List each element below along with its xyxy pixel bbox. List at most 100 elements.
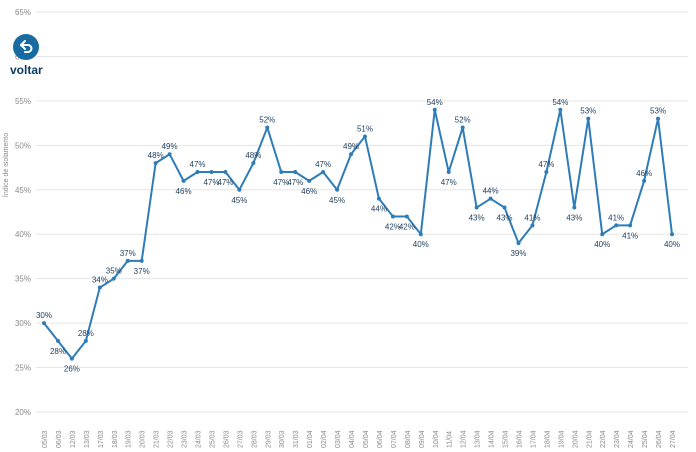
x-tick-label: 11/04 <box>447 431 454 448</box>
data-point <box>139 258 144 263</box>
x-tick-label: 03/04 <box>335 430 342 448</box>
point-label: 52% <box>259 116 275 125</box>
data-point <box>251 161 256 166</box>
data-point <box>362 134 367 139</box>
x-tick-label: 25/03 <box>209 430 216 448</box>
y-tick-label: 45% <box>15 186 31 195</box>
point-label: 47% <box>287 178 303 187</box>
point-label: 54% <box>427 98 443 107</box>
data-point <box>530 223 535 228</box>
y-axis-title: Índice de isolamento <box>1 133 10 197</box>
x-tick-label: 21/04 <box>586 430 593 448</box>
point-label: 37% <box>134 267 150 276</box>
x-tick-label: 30/03 <box>279 430 286 448</box>
x-tick-label: 23/04 <box>614 430 621 448</box>
data-point <box>125 258 130 263</box>
x-tick-label: 15/04 <box>503 430 510 448</box>
point-label: 45% <box>329 196 345 205</box>
point-label: 48% <box>245 151 261 160</box>
point-label: 47% <box>190 160 206 169</box>
x-tick-label: 26/04 <box>656 430 663 448</box>
point-label: 35% <box>106 267 122 276</box>
series-line <box>43 108 673 360</box>
data-point <box>376 196 381 201</box>
data-point <box>349 152 354 157</box>
point-label: 42% <box>399 222 415 231</box>
back-button-label: voltar <box>10 63 43 77</box>
point-label: 37% <box>120 249 136 258</box>
x-tick-label: 23/03 <box>182 430 189 448</box>
y-tick-label: 20% <box>15 408 31 417</box>
x-tick-label: 21/03 <box>154 430 161 448</box>
data-point <box>628 223 633 228</box>
data-point <box>167 152 172 157</box>
data-point <box>55 338 60 343</box>
data-point <box>390 214 395 219</box>
undo-arrow-icon <box>13 34 40 60</box>
x-tick-label: 18/04 <box>544 430 551 448</box>
x-tick-label: 06/03 <box>56 430 63 448</box>
x-tick-label: 19/04 <box>558 430 565 448</box>
point-label: 47% <box>273 178 289 187</box>
point-label: 41% <box>608 213 624 222</box>
x-tick-label: 22/03 <box>168 430 175 448</box>
point-label: 53% <box>580 107 596 116</box>
point-label: 47% <box>217 178 233 187</box>
data-point <box>404 214 409 219</box>
y-tick-label: 55% <box>15 97 31 106</box>
data-point <box>307 178 312 183</box>
x-tick-label: 27/03 <box>237 430 244 448</box>
x-tick-label: 19/03 <box>126 430 133 448</box>
y-tick-label: 30% <box>15 319 31 328</box>
point-label: 42% <box>385 222 401 231</box>
x-tick-label: 16/04 <box>516 430 523 448</box>
point-label: 49% <box>162 142 178 151</box>
data-point <box>572 205 577 210</box>
x-tick-label: 05/04 <box>363 430 370 448</box>
data-point <box>614 223 619 228</box>
point-label: 53% <box>650 107 666 116</box>
y-tick-label: 35% <box>15 275 31 284</box>
data-point <box>516 241 521 246</box>
point-label: 26% <box>64 365 80 374</box>
x-tick-label: 01/04 <box>307 430 314 448</box>
point-label: 43% <box>497 214 513 223</box>
data-point <box>600 232 605 237</box>
y-tick-label: 65% <box>15 8 31 17</box>
x-tick-label: 24/03 <box>196 430 203 448</box>
back-button[interactable]: voltar <box>10 34 43 77</box>
x-tick-label: 22/04 <box>600 430 607 448</box>
x-tick-label: 17/04 <box>530 430 537 448</box>
x-tick-label: 13/04 <box>475 430 482 448</box>
point-label: 28% <box>50 347 66 356</box>
data-point <box>558 107 563 112</box>
x-tick-label: 12/04 <box>461 430 468 448</box>
x-tick-label: 28/03 <box>251 430 258 448</box>
y-tick-label: 40% <box>15 230 31 239</box>
x-tick-label: 02/04 <box>321 430 328 448</box>
point-label: 43% <box>469 214 485 223</box>
point-label: 40% <box>664 240 680 249</box>
data-point <box>488 196 493 201</box>
x-tick-label: 09/04 <box>419 430 426 448</box>
point-label: 28% <box>78 329 94 338</box>
data-point <box>446 170 451 174</box>
data-point <box>265 125 270 130</box>
x-tick-label: 10/04 <box>433 430 440 448</box>
point-label: 45% <box>231 196 247 205</box>
point-label: 44% <box>483 187 499 196</box>
x-tick-label: 06/04 <box>377 430 384 448</box>
y-tick-label: 25% <box>15 364 31 373</box>
point-label: 40% <box>594 240 610 249</box>
point-label: 47% <box>538 160 554 169</box>
point-label: 41% <box>622 231 638 240</box>
x-tick-label: 20/04 <box>572 430 579 448</box>
data-point <box>432 107 437 112</box>
data-point <box>69 356 74 361</box>
x-tick-label: 12/03 <box>70 430 77 448</box>
point-label: 40% <box>413 240 429 249</box>
data-point <box>237 187 242 192</box>
data-point <box>335 187 340 192</box>
x-tick-label: 20/03 <box>140 430 147 448</box>
